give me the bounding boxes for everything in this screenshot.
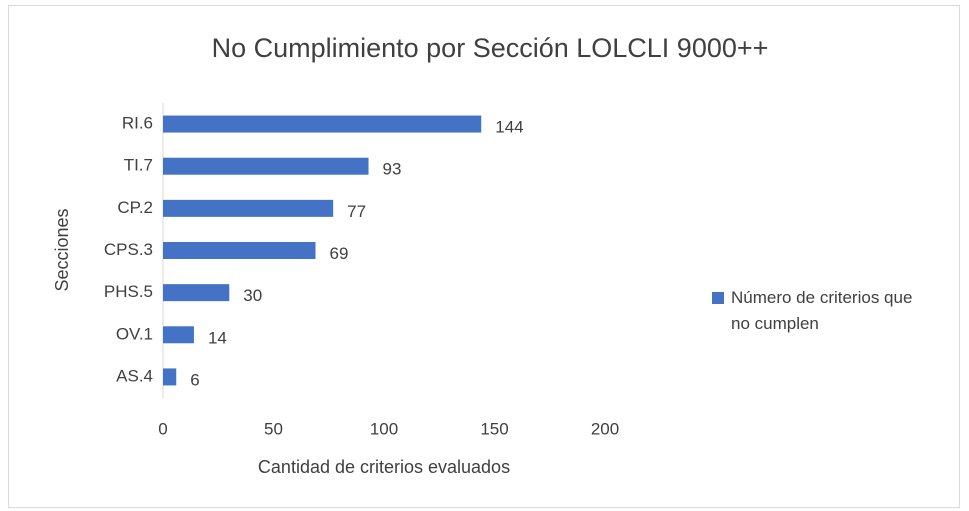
x-axis-title: Cantidad de criterios evaluados <box>258 457 510 477</box>
bar <box>163 199 334 217</box>
bar <box>163 242 316 259</box>
data-label: 93 <box>383 160 402 179</box>
y-tick-label: OV.1 <box>116 324 153 343</box>
y-tick-label: AS.4 <box>116 366 153 385</box>
x-tick-label: 50 <box>264 419 283 438</box>
bar <box>163 284 230 302</box>
x-tick-label: 150 <box>480 419 508 438</box>
data-label: 144 <box>495 118 523 137</box>
bar <box>163 115 482 133</box>
data-label: 30 <box>243 286 262 305</box>
y-tick-label: CP.2 <box>117 198 153 217</box>
y-axis-title: Secciones <box>52 208 72 291</box>
chart-title: No Cumplimiento por Sección LOLCLI 9000+… <box>212 33 769 63</box>
x-tick-label: 200 <box>591 419 619 438</box>
y-tick-label: RI.6 <box>122 114 153 133</box>
y-tick-label: TI.7 <box>124 156 153 175</box>
data-label: 77 <box>347 202 366 221</box>
data-label: 14 <box>208 328 227 347</box>
y-tick-label: PHS.5 <box>104 282 153 301</box>
data-label: 69 <box>329 244 348 263</box>
y-tick-label: CPS.3 <box>104 240 153 259</box>
legend-label: Número de criterios que no cumplen <box>731 288 913 333</box>
bar <box>163 326 194 344</box>
x-tick-label: 100 <box>370 419 398 438</box>
data-label: 6 <box>190 370 199 389</box>
bar <box>163 368 177 386</box>
bar <box>163 157 369 175</box>
x-tick-label: 0 <box>158 419 167 438</box>
legend-swatch <box>712 292 724 304</box>
